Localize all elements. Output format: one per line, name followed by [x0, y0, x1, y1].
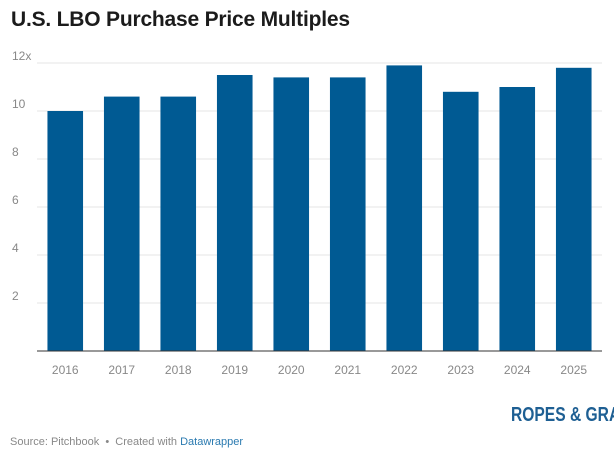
bars	[47, 65, 592, 352]
x-tick-label: 2019	[221, 363, 248, 377]
bar-2025	[555, 67, 592, 352]
x-tick-label: 2018	[165, 363, 192, 377]
y-axis-tick-labels: 2 4 6 8 10 12x	[12, 49, 31, 303]
x-tick-label: 2023	[447, 363, 474, 377]
x-tick-label: 2021	[334, 363, 361, 377]
y-tick-label: 10	[12, 97, 26, 111]
chart-title: U.S. LBO Purchase Price Multiples	[11, 8, 350, 31]
y-tick-label: 12x	[12, 49, 31, 63]
footer-separator: •	[105, 436, 110, 448]
x-axis-tick-labels: 2016 2017 2018 2019 2020 2021 2022 2023 2024 2025	[52, 363, 588, 377]
source-note: Source: Pitchbook	[10, 436, 100, 448]
y-tick-label: 6	[12, 193, 19, 207]
x-tick-label: 2020	[278, 363, 305, 377]
bar-2023	[442, 91, 479, 352]
y-tick-label: 8	[12, 145, 19, 159]
datawrapper-link[interactable]: Datawrapper	[180, 436, 244, 448]
ropes-gray-logo: ROPES & GRAY	[511, 404, 614, 426]
x-tick-label: 2022	[391, 363, 418, 377]
x-tick-label: 2025	[560, 363, 587, 377]
bar-2024	[499, 87, 536, 351]
x-tick-label: 2017	[108, 363, 135, 377]
y-tick-label: 4	[12, 241, 19, 255]
bar-2020	[273, 77, 310, 352]
bar-2021	[329, 77, 366, 352]
x-tick-label: 2024	[504, 363, 531, 377]
bar-2016	[47, 111, 84, 351]
y-tick-label: 2	[12, 289, 19, 303]
x-tick-label: 2016	[52, 363, 79, 377]
bar-2022	[386, 65, 423, 352]
created-with-text: Created with	[115, 436, 178, 448]
bar-2018	[160, 96, 197, 351]
bar-2019	[216, 75, 253, 351]
bar-2017	[103, 96, 140, 351]
chart-footer: Source: Pitchbook • Created with Datawra…	[10, 436, 243, 448]
